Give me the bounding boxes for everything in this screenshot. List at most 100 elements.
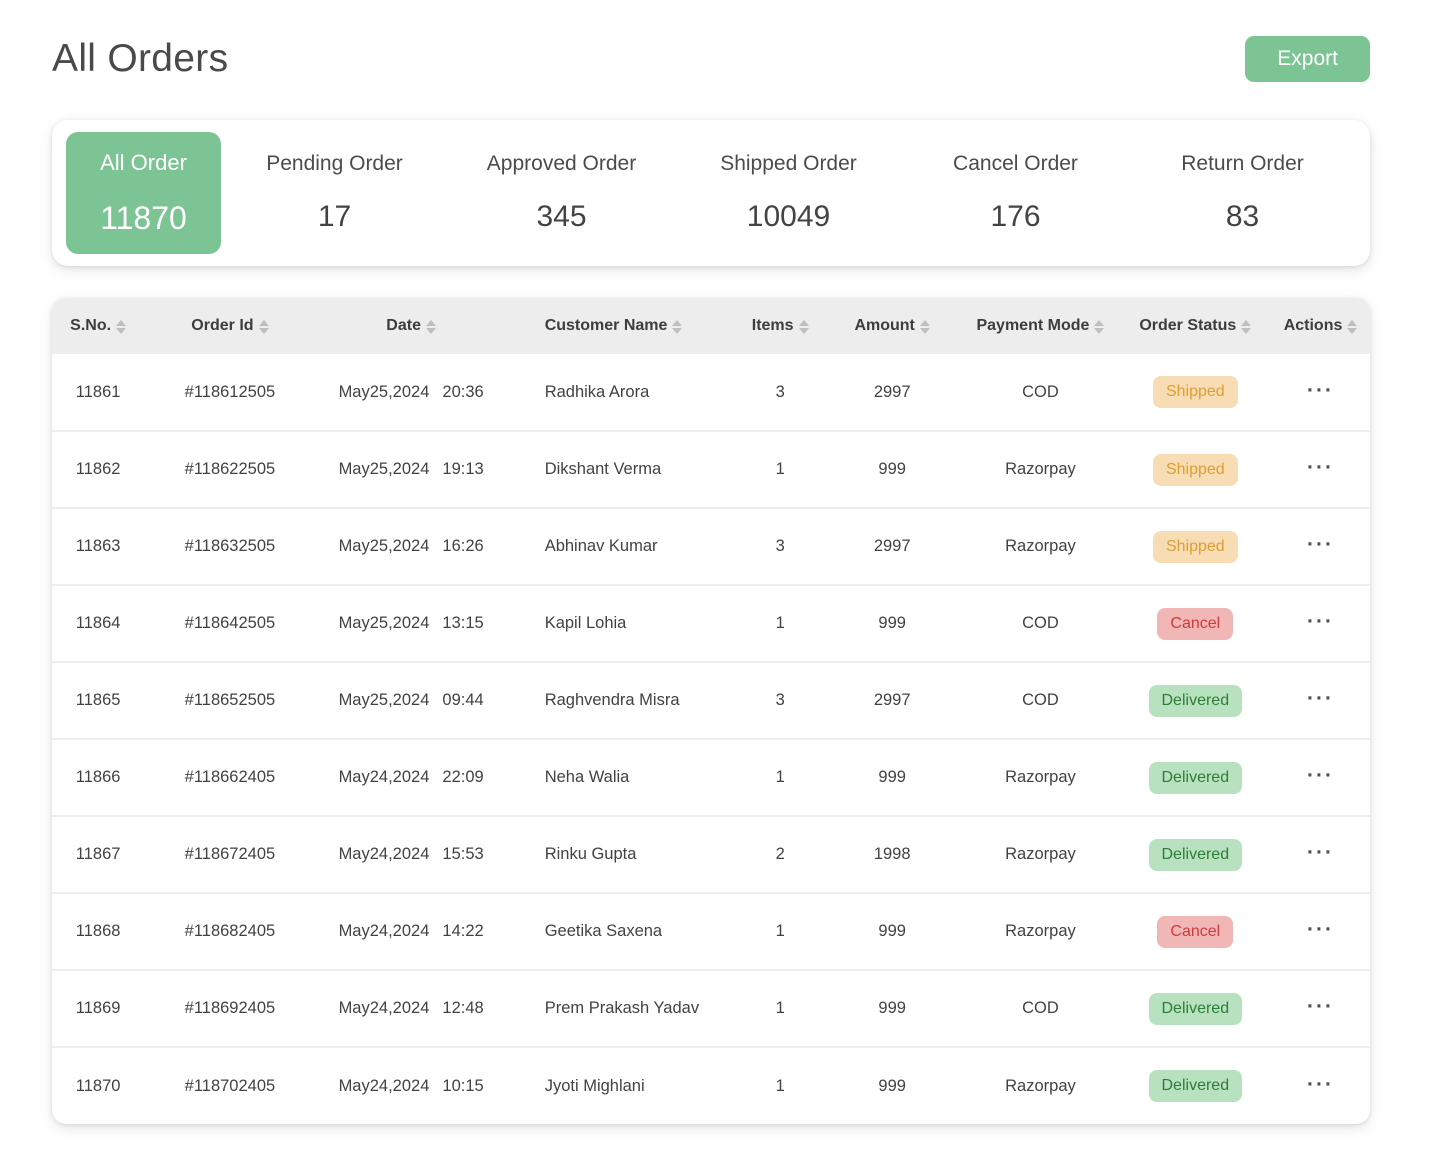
cell-date: May24,2024 12:48 — [316, 970, 507, 1047]
sort-icon — [1241, 319, 1252, 334]
column-label: Customer Name — [544, 317, 668, 334]
export-button[interactable]: Export — [1245, 36, 1370, 82]
summary-tab-shipped-order[interactable]: Shipped Order 10049 — [675, 132, 902, 254]
row-actions-button[interactable]: ··· — [1307, 918, 1335, 941]
date-text: May24,2024 — [338, 999, 430, 1017]
cell-amount: 999 — [878, 999, 906, 1017]
cell-sno: 11862 — [75, 460, 121, 478]
row-actions-button[interactable]: ··· — [1307, 378, 1335, 402]
cell-date: May24,2024 22:09 — [316, 739, 507, 816]
cell-order-status: Shipped — [1120, 354, 1272, 431]
cell-payment-mode: Razorpay — [1005, 537, 1076, 555]
cell-order-id: #118652505 — [184, 691, 276, 709]
summary-tab-value: 11870 — [100, 199, 187, 236]
sort-icon — [1347, 319, 1358, 334]
cell-payment-mode: COD — [1022, 382, 1059, 401]
row-actions-button[interactable]: ··· — [1307, 456, 1335, 479]
cell-order-id: #118682405 — [184, 922, 276, 940]
column-header-actions[interactable]: Actions — [1271, 298, 1370, 354]
cell-payment-mode: Razorpay — [1005, 1076, 1076, 1095]
table-row: 11868 #118682405 May24,2024 14:22 Geetika Sa… — [52, 893, 1370, 970]
cell-order-status: Shipped — [1120, 508, 1272, 585]
cell-actions: ··· — [1271, 354, 1370, 431]
row-actions-button[interactable]: ··· — [1307, 533, 1335, 556]
summary-tab-return-order[interactable]: Return Order 83 — [1129, 132, 1356, 254]
column-header-customer-name[interactable]: Customer Name — [507, 298, 738, 354]
summary-tab-label: Pending Order — [266, 152, 403, 175]
cell-order-id: #118702405 — [184, 1076, 276, 1095]
cell-customer-name: Kapil Lohia — [544, 614, 627, 632]
date-text: May25,2024 — [338, 460, 430, 478]
status-badge: Delivered — [1148, 992, 1243, 1025]
sort-icon — [798, 319, 809, 334]
sort-icon — [425, 319, 436, 334]
status-badge: Cancel — [1157, 915, 1234, 948]
cell-amount: 999 — [878, 614, 906, 632]
column-header-order-status[interactable]: Order Status — [1120, 298, 1272, 354]
cell-sno: 11867 — [75, 845, 121, 863]
cell-sno: 11866 — [75, 768, 121, 786]
cell-date: May25,2024 20:36 — [316, 354, 507, 431]
column-label: Order Id — [191, 317, 254, 334]
time-text: 19:13 — [442, 460, 484, 478]
time-text: 09:44 — [442, 691, 484, 709]
date-text: May24,2024 — [338, 768, 430, 786]
table-row: 11861 #118612505 May25,2024 20:36 Radhika Ar… — [52, 354, 1370, 431]
column-header-items[interactable]: Items — [737, 298, 823, 354]
cell-items: 1 — [775, 768, 785, 786]
status-badge: Shipped — [1152, 530, 1238, 563]
cell-order-id: #118672405 — [184, 845, 276, 863]
time-text: 20:36 — [442, 382, 484, 401]
column-header-order-id[interactable]: Order Id — [144, 298, 315, 354]
cell-payment-mode: Razorpay — [1005, 845, 1076, 863]
table-row: 11862 #118622505 May25,2024 19:13 Dikshant V… — [52, 431, 1370, 508]
column-header-date[interactable]: Date — [316, 298, 507, 354]
summary-tab-approved-order[interactable]: Approved Order 345 — [448, 132, 675, 254]
cell-sno: 11868 — [75, 922, 121, 940]
summary-tab-label: Cancel Order — [953, 152, 1078, 175]
column-header-amount[interactable]: Amount — [823, 298, 961, 354]
table-row: 11869 #118692405 May24,2024 12:48 Prem Praka… — [52, 970, 1370, 1047]
table-row: 11866 #118662405 May24,2024 22:09 Neha Walia… — [52, 739, 1370, 816]
column-label: Payment Mode — [976, 317, 1090, 334]
cell-actions: ··· — [1271, 1047, 1370, 1124]
orders-table: S.No. Order Id Date Customer Name Items Amoun… — [52, 298, 1370, 1124]
cell-payment-mode: COD — [1022, 691, 1059, 709]
summary-tab-label: All Order — [100, 149, 187, 175]
cell-items: 1 — [775, 1076, 785, 1095]
cell-sno: 11861 — [75, 382, 121, 401]
order-summary-card: All Order 11870 Pending Order 17 Approved Or… — [52, 120, 1370, 266]
time-text: 13:15 — [442, 614, 484, 632]
column-label: Date — [386, 317, 421, 334]
row-actions-button[interactable]: ··· — [1307, 610, 1335, 633]
cell-payment-mode: Razorpay — [1005, 768, 1076, 786]
row-actions-button[interactable]: ··· — [1307, 764, 1335, 787]
time-text: 10:15 — [442, 1076, 484, 1095]
date-text: May25,2024 — [338, 691, 430, 709]
page-title: All Orders — [52, 37, 229, 80]
status-badge: Delivered — [1148, 761, 1243, 794]
row-actions-button[interactable]: ··· — [1307, 687, 1335, 710]
cell-payment-mode: Razorpay — [1005, 922, 1076, 940]
row-actions-button[interactable]: ··· — [1307, 841, 1335, 864]
column-label: Actions — [1283, 317, 1343, 334]
table-row: 11864 #118642505 May25,2024 13:15 Kapil Lohi… — [52, 585, 1370, 662]
row-actions-button[interactable]: ··· — [1307, 1072, 1335, 1096]
time-text: 16:26 — [442, 537, 484, 555]
cell-sno: 11869 — [75, 999, 121, 1017]
column-header-payment-mode[interactable]: Payment Mode — [961, 298, 1119, 354]
cell-order-id: #118692405 — [184, 999, 276, 1017]
column-label: Order Status — [1139, 317, 1237, 334]
summary-tab-cancel-order[interactable]: Cancel Order 176 — [902, 132, 1129, 254]
summary-tab-label: Approved Order — [486, 152, 637, 175]
cell-actions: ··· — [1271, 893, 1370, 970]
summary-tab-all-order[interactable]: All Order 11870 — [66, 132, 221, 254]
summary-tab-pending-order[interactable]: Pending Order 17 — [221, 132, 448, 254]
cell-actions: ··· — [1271, 662, 1370, 739]
cell-order-status: Cancel — [1120, 893, 1272, 970]
cell-actions: ··· — [1271, 816, 1370, 893]
column-header-s-no[interactable]: S.No. — [52, 298, 144, 354]
time-text: 14:22 — [442, 922, 484, 940]
row-actions-button[interactable]: ··· — [1307, 995, 1335, 1018]
orders-table-card: S.No. Order Id Date Customer Name Items Amoun… — [52, 298, 1370, 1124]
